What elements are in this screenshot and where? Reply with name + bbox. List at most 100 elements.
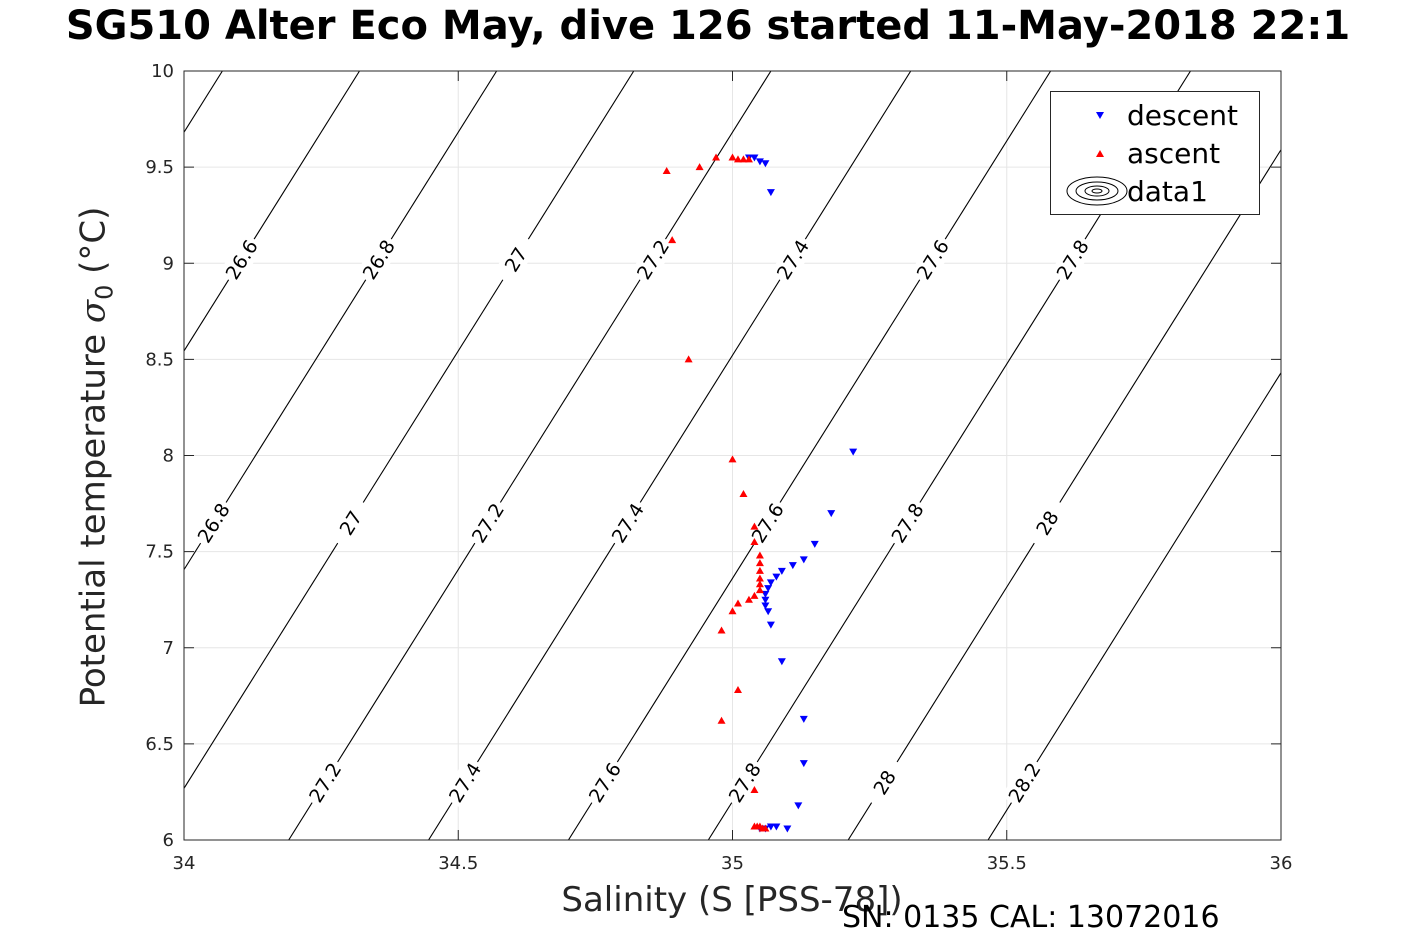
descent-point [777,658,786,666]
contour-label-bg [884,496,931,550]
legend-item-ascent: ascent [1051,135,1259,171]
contour-label-bg [721,755,768,810]
contour-label-bg [355,232,402,287]
descent-point [777,567,786,575]
ascent-point [758,824,767,832]
ascent-point [753,822,762,830]
descent-point [766,189,775,197]
contour-label-bg [769,232,816,287]
contour-label-bg [744,496,791,550]
descent-point [788,562,797,570]
legend: descent ascent data1 [1050,91,1260,215]
isopycnal-line [288,71,772,840]
descent-point [772,573,781,581]
x-tick-label: 34.5 [438,853,478,874]
ascent-point [744,595,753,603]
isopycnal-line [987,371,1281,840]
contour-label-bg [1049,232,1096,287]
y-axis-label-text: Potential temperature [73,323,114,708]
ascent-point [733,599,742,607]
descent-point [766,579,775,587]
y-tick-label: 6.5 [145,734,174,755]
ascent-point [750,538,759,546]
descent-point [827,510,836,518]
y-tick-label: 10 [151,61,174,82]
y-tick-label: 9.5 [145,157,174,178]
ascent-point [755,559,764,567]
descent-point [761,160,770,168]
y-tick-label: 7.5 [145,542,174,563]
contour-label-bg [629,232,676,287]
ascent-point [717,716,726,724]
y-axis-label: Potential temperature σ0 (°C) [74,207,119,708]
contour-label-bg [1024,496,1070,550]
y-tick-label: 9 [163,253,174,274]
calibration-footer: SN: 0135 CAL: 13072016 [842,900,1220,935]
triangle-up-icon [1096,150,1104,157]
descent-point [849,448,858,456]
ascent-point [739,155,748,163]
ascent-point [684,355,693,363]
contour-icon [1066,176,1128,206]
y-tick-label: 8 [163,446,174,467]
contour-label-bg [604,496,651,550]
contour-label-bg [1001,755,1048,810]
ascent-point [712,153,721,161]
descent-point [755,158,764,166]
legend-item-data1: data1 [1051,173,1259,209]
legend-item-descent: descent [1051,97,1259,133]
axes: 34 34.5 35 35.5 36 6 6.5 7 7.5 8 8.5 9 9.5 10 [145,61,1292,874]
ascent-point [733,155,742,163]
triangle-down-icon [1096,112,1104,119]
contour-label-bg [909,232,956,287]
y-tick-label: 8.5 [145,349,174,370]
ascent-point [755,566,764,574]
contour-label-bg [861,755,908,810]
x-axis-label: Salinity (S [PSS-78]) [561,880,903,920]
ascent-point [739,489,748,497]
x-tick-label: 35.5 [987,853,1027,874]
ascent-point [750,522,759,530]
descent-point [810,540,819,548]
ascent-point [755,574,764,582]
descent-point [772,823,781,831]
descent-point [799,715,808,723]
contour-label-bg [327,496,374,550]
contour-label-bg [581,755,628,810]
ascent-point [755,580,764,588]
ascent-point [733,686,742,694]
ascent-point [728,153,737,161]
descent-point [799,760,808,768]
descent-point [766,823,775,831]
ascent-point [717,626,726,634]
y-axis-label-unit: (°C) [73,206,114,285]
y-tick-label: 6 [163,830,174,851]
legend-label-ascent: ascent [1127,137,1221,170]
ascent-point [695,163,704,171]
descent-point [764,585,773,593]
ascent-point [755,586,764,594]
y-tick-label: 7 [163,638,174,659]
contour-label-bg [218,232,265,287]
ascent-point [744,155,753,163]
contour-label-bg [190,496,237,550]
chart-title: SG510 Alter Eco May, dive 126 started 11… [65,3,1351,49]
descent-point [761,596,770,604]
legend-label-data1: data1 [1127,175,1208,208]
x-tick-label: 36 [1270,853,1293,874]
contour-label-bg [464,496,511,550]
descent-point [761,602,770,610]
descent-point [764,608,773,616]
ascent-point [668,236,677,244]
x-tick-label: 35 [721,853,744,874]
isopycnal-line [184,71,360,352]
y-axis-label-symbol: σ [73,299,114,324]
ascent-point [728,455,737,463]
descent-point [783,825,792,833]
contour-label-bg [441,755,488,810]
contour-labels: 26.6 26.8 27 27.2 27.4 27.6 27.826.8 27 27.2 27.4… [190,232,1096,810]
ascent-point [662,166,671,174]
isopycnal-line [567,71,1052,840]
ascent-point [750,786,759,794]
